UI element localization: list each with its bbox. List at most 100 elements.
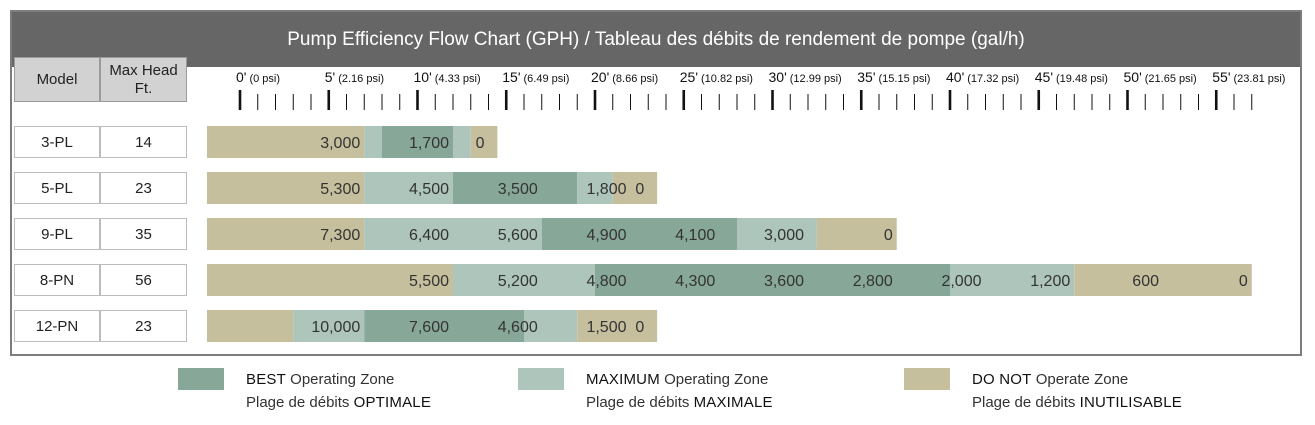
bar-segment-best xyxy=(541,218,737,250)
axis-tick-feet: 30' xyxy=(769,69,787,85)
legend: BEST Operating Zone Plage de débits OPTIM… xyxy=(0,360,1315,425)
flow-value-label: 5,200 xyxy=(498,273,538,290)
bar-segment-maximum xyxy=(364,218,542,250)
legend-subtitle-strong: MAXIMALE xyxy=(693,394,773,411)
flow-value-label: 4,800 xyxy=(586,273,626,290)
flow-value-label: 2,000 xyxy=(941,273,981,290)
flow-value-label: 3,000 xyxy=(764,227,804,244)
max-head-cell: 23 xyxy=(100,172,187,204)
axis-tick-feet: 55' xyxy=(1212,69,1230,85)
legend-title: MAXIMUM Operating Zone xyxy=(586,368,886,391)
axis-tick-feet: 0' xyxy=(236,69,246,85)
model-cell: 8-PN xyxy=(14,264,100,296)
legend-title: DO NOT Operate Zone xyxy=(972,368,1272,391)
axis-tick-feet: 15' xyxy=(502,69,520,85)
axis-tick-label: 15' (6.49 psi) xyxy=(502,69,569,85)
bar-segment-maximum xyxy=(524,310,578,342)
max-head-cell: 14 xyxy=(100,126,187,158)
legend-text: MAXIMUM Operating Zone Plage de débits MA… xyxy=(586,368,886,414)
bar-segment-best xyxy=(382,126,453,158)
flow-value-label: 0 xyxy=(635,181,644,198)
legend-title-rest: Operate Zone xyxy=(1031,371,1129,388)
bar-segment-do-not xyxy=(207,126,365,158)
axis-tick-psi: (12.99 psi) xyxy=(790,73,842,85)
legend-subtitle: Plage de débits MAXIMALE xyxy=(586,391,886,414)
axis-tick-label: 10' (4.33 psi) xyxy=(414,69,481,85)
flow-chart-svg: 0' (0 psi) 5' (2.16 psi) 10' (4.33 psi) 15' (6.… xyxy=(207,69,1285,342)
flow-value-label: 10,000 xyxy=(311,319,360,336)
bar-segment-maximum xyxy=(737,218,817,250)
axis-tick-psi: (0 psi) xyxy=(249,73,280,85)
bar-segment-do-not xyxy=(207,218,365,250)
flow-value-label: 1,200 xyxy=(1030,273,1070,290)
legend-title-strong: DO NOT xyxy=(972,371,1032,388)
bar-segment-do-not xyxy=(207,172,365,204)
axis-tick-psi: (17.32 psi) xyxy=(967,73,1019,85)
axis-tick-psi: (21.65 psi) xyxy=(1145,73,1197,85)
axis-tick-label: 50' (21.65 psi) xyxy=(1124,69,1197,85)
bar-segment-best xyxy=(595,264,950,296)
max-head-column-header: Max Head Ft. xyxy=(100,57,187,102)
legend-title-rest: Operating Zone xyxy=(285,371,395,388)
axis-tick-feet: 40' xyxy=(946,69,964,85)
legend-swatch xyxy=(904,368,950,390)
max-head-cell: 35 xyxy=(100,218,187,250)
flow-value-label: 600 xyxy=(1132,273,1159,290)
legend-swatch xyxy=(518,368,564,390)
chart-title: Pump Efficiency Flow Chart (GPH) / Table… xyxy=(12,12,1300,67)
legend-subtitle-rest: Plage de débits xyxy=(972,394,1080,411)
axis-tick-feet: 50' xyxy=(1124,69,1142,85)
axis-tick-feet: 5' xyxy=(325,69,335,85)
flow-value-label: 0 xyxy=(635,319,644,336)
axis-tick-feet: 25' xyxy=(680,69,698,85)
bar-segment-do-not xyxy=(1074,264,1252,296)
bar-segment-do-not xyxy=(816,218,897,250)
model-column-header: Model xyxy=(14,57,100,102)
bar-segment-best xyxy=(453,172,578,204)
bar-segment-do-not xyxy=(470,126,498,158)
flow-value-label: 0 xyxy=(476,135,485,152)
axis-tick-label: 25' (10.82 psi) xyxy=(680,69,753,85)
bar-segment-maximum xyxy=(364,126,382,158)
axis-tick-feet: 10' xyxy=(414,69,432,85)
flow-value-label: 4,900 xyxy=(586,227,626,244)
axis-tick-label: 35' (15.15 psi) xyxy=(857,69,930,85)
flow-value-label: 4,600 xyxy=(498,319,538,336)
legend-subtitle: Plage de débits OPTIMALE xyxy=(246,391,546,414)
axis-tick-psi: (6.49 psi) xyxy=(524,73,570,85)
axis-tick-label: 45' (19.48 psi) xyxy=(1035,69,1108,85)
axis-tick-psi: (8.66 psi) xyxy=(612,73,658,85)
model-cell: 5-PL xyxy=(14,172,100,204)
flow-value-label: 1,700 xyxy=(409,135,449,152)
bar-segment-maximum xyxy=(293,310,365,342)
axis-tick-label: 0' (0 psi) xyxy=(236,69,280,85)
bar-segment-do-not xyxy=(612,172,658,204)
model-cell: 12-PN xyxy=(14,310,100,342)
legend-subtitle: Plage de débits INUTILISABLE xyxy=(972,391,1272,414)
flow-value-label: 4,100 xyxy=(675,227,715,244)
bar-segment-maximum xyxy=(577,172,613,204)
bar-segment-best xyxy=(364,310,524,342)
bar-segment-do-not xyxy=(577,310,658,342)
max-head-cell: 23 xyxy=(100,310,187,342)
legend-swatch xyxy=(178,368,224,390)
axis-tick-psi: (10.82 psi) xyxy=(701,73,753,85)
flow-value-label: 4,500 xyxy=(409,181,449,198)
axis-tick-label: 20' (8.66 psi) xyxy=(591,69,658,85)
bar-segment-maximum xyxy=(950,264,1075,296)
flow-value-label: 5,300 xyxy=(320,181,360,198)
axis-tick-psi: (19.48 psi) xyxy=(1056,73,1108,85)
legend-title-strong: BEST xyxy=(246,371,286,388)
bar-segment-do-not xyxy=(207,310,294,342)
model-cell: 3-PL xyxy=(14,126,100,158)
flow-value-label: 3,500 xyxy=(498,181,538,198)
axis-tick-label: 40' (17.32 psi) xyxy=(946,69,1019,85)
flow-value-label: 6,400 xyxy=(409,227,449,244)
axis-tick-psi: (4.33 psi) xyxy=(435,73,481,85)
flow-value-label: 0 xyxy=(884,227,893,244)
legend-text: BEST Operating Zone Plage de débits OPTIM… xyxy=(246,368,546,414)
axis-tick-feet: 45' xyxy=(1035,69,1053,85)
flow-value-label: 7,600 xyxy=(409,319,449,336)
legend-subtitle-rest: Plage de débits xyxy=(586,394,694,411)
axis-tick-feet: 35' xyxy=(857,69,875,85)
